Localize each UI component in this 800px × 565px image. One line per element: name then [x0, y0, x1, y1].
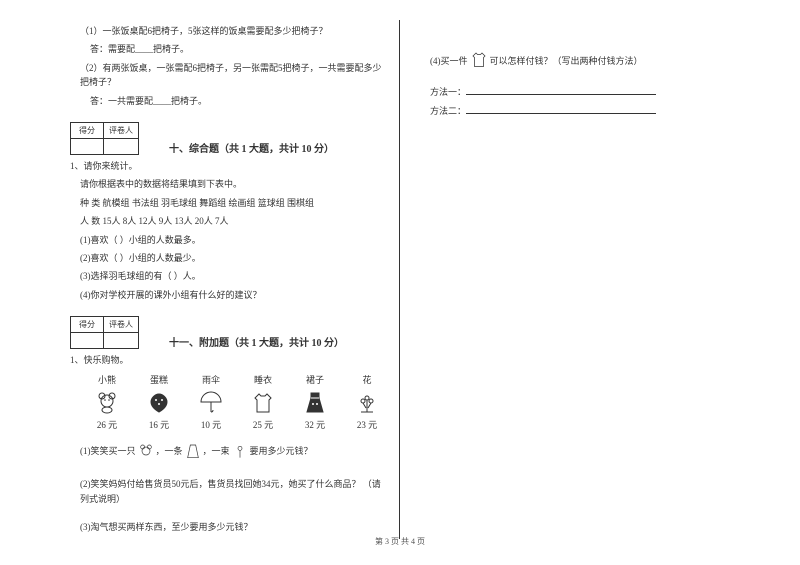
flower-inline-icon	[232, 443, 248, 459]
shop-item-flower: 花 23 元	[350, 373, 384, 431]
right-column: (4)买一件 可以怎样付钱？（写出两种付钱方法） 方法一： 方法二：	[420, 20, 740, 539]
shop-label: 雨伞	[202, 373, 220, 386]
s11-1a: (1)笑笑买一只	[80, 444, 136, 458]
score-label-a2: 得分	[71, 317, 104, 333]
score-label-b2: 评卷人	[104, 317, 139, 333]
shop-price: 10 元	[201, 418, 221, 431]
score-table-11: 得分 评卷人	[70, 316, 139, 349]
q1-2-ans: 答：一共需要配____把椅子。	[90, 94, 384, 108]
bear-icon	[95, 390, 119, 414]
method-1: 方法一：	[430, 84, 740, 99]
shop-item-umbrella: 雨伞 10 元	[194, 373, 228, 431]
score-block-11: 得分 评卷人 十一、附加题（共 1 大题，共计 10 分）	[70, 316, 384, 349]
shop-price: 32 元	[305, 418, 325, 431]
q1-2: （2）有两张饭桌，一张需配6把椅子，另一张需配5把椅子，一共需要配多少把椅子？	[80, 61, 384, 90]
sec10-s4: (4)你对学校开展的课外小组有什么好的建议？	[80, 288, 384, 302]
sec10-q: 1、请你来统计。	[70, 159, 384, 173]
blank-line[interactable]	[466, 103, 656, 114]
flower-icon	[355, 390, 379, 414]
pajama-icon	[251, 390, 275, 414]
shop-row: 小熊 26 元 蛋糕 16 元 雨伞 10 元	[90, 373, 384, 431]
bear-inline-icon	[138, 443, 154, 459]
s11-1d: 要用多少元钱？	[250, 444, 313, 458]
sec11-q: 1、快乐购物。	[70, 353, 384, 367]
pajama-inline-icon	[470, 50, 488, 72]
method-2: 方法二：	[430, 103, 740, 118]
shop-label: 睡衣	[254, 373, 272, 386]
q1-1-ans: 答：需要配____把椅子。	[90, 42, 384, 56]
score-table: 得分 评卷人	[70, 122, 139, 155]
shop-price: 26 元	[97, 418, 117, 431]
shop-label: 花	[362, 373, 371, 386]
left-column: （1）一张饭桌配6把椅子，5张这样的饭桌需要配多少把椅子？ 答：需要配____把…	[70, 20, 400, 539]
score-label-b: 评卷人	[104, 122, 139, 138]
sec10-s1: (1)喜欢（ ）小组的人数最多。	[80, 233, 384, 247]
m1-label: 方法一：	[430, 87, 466, 97]
shop-label: 蛋糕	[150, 373, 168, 386]
skirt-icon	[303, 390, 327, 414]
shop-price: 25 元	[253, 418, 273, 431]
shop-label: 裙子	[306, 373, 324, 386]
shop-item-skirt: 裙子 32 元	[298, 373, 332, 431]
score-label-a: 得分	[71, 122, 104, 138]
section-11-title: 十一、附加题（共 1 大题，共计 10 分）	[169, 334, 344, 349]
q1-1: （1）一张饭桌配6把椅子，5张这样的饭桌需要配多少把椅子？	[80, 24, 384, 38]
r-q4a: (4)买一件	[430, 54, 468, 68]
score-block-10: 得分 评卷人 十、综合题（共 1 大题，共计 10 分）	[70, 122, 384, 155]
skirt-inline-icon	[185, 443, 201, 459]
sec10-t1: 请你根据表中的数据将结果填到下表中。	[80, 177, 384, 191]
s11-1c: ，一束	[203, 444, 230, 458]
sec11-1: (1)笑笑买一只 ，一条 ，一束 要用多少元钱？	[80, 443, 313, 459]
page-footer: 第 3 页 共 4 页	[0, 536, 800, 547]
shop-item-bear: 小熊 26 元	[90, 373, 124, 431]
s11-1b: ，一条	[156, 444, 183, 458]
shop-price: 23 元	[357, 418, 377, 431]
shop-item-pajama: 睡衣 25 元	[246, 373, 280, 431]
shop-item-cake: 蛋糕 16 元	[142, 373, 176, 431]
m2-label: 方法二：	[430, 106, 466, 116]
sec10-row2: 人 数 15人 8人 12人 9人 13人 20人 7人	[80, 214, 384, 228]
shop-label: 小熊	[98, 373, 116, 386]
section-10-title: 十、综合题（共 1 大题，共计 10 分）	[169, 140, 334, 155]
umbrella-icon	[199, 390, 223, 414]
r-q4b: 可以怎样付钱？（写出两种付钱方法）	[490, 54, 643, 68]
sec10-row1: 种 类 航模组 书法组 羽毛球组 舞蹈组 绘画组 篮球组 围棋组	[80, 196, 384, 210]
sec10-s3: (3)选择羽毛球组的有（ ）人。	[80, 269, 384, 283]
shop-price: 16 元	[149, 418, 169, 431]
cake-icon	[147, 390, 171, 414]
blank-line[interactable]	[466, 84, 656, 95]
sec11-3: (3)淘气想买两样东西，至少要用多少元钱？	[80, 520, 384, 534]
sec10-s2: (2)喜欢（ ）小组的人数最少。	[80, 251, 384, 265]
sec11-2: (2)笑笑妈妈付给售货员50元后，售货员找回她34元，她买了什么商品？ （请列式…	[80, 477, 384, 506]
r-q4: (4)买一件 可以怎样付钱？（写出两种付钱方法）	[430, 50, 643, 72]
